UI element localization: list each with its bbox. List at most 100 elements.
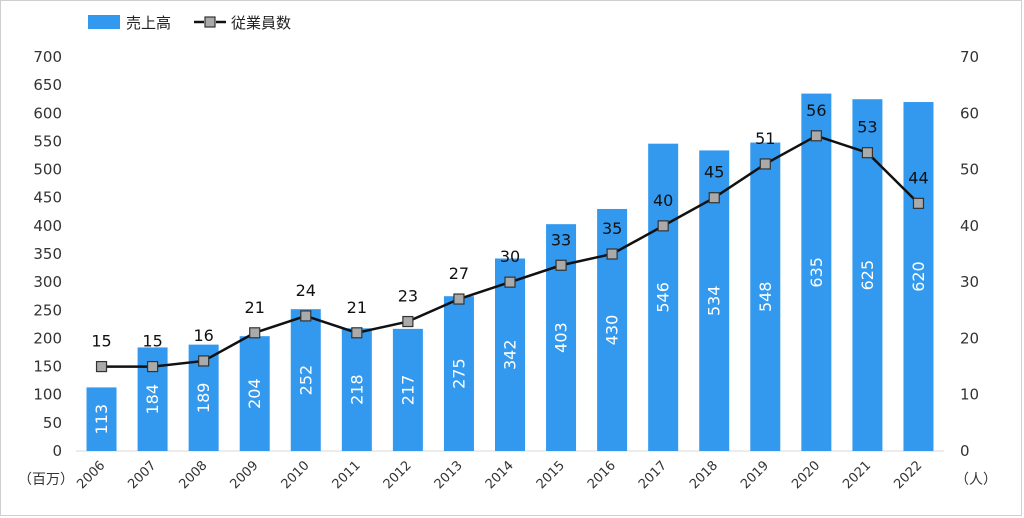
sales-bar-value: 189 [194, 383, 213, 414]
sales-bar-value: 252 [296, 365, 315, 396]
sales-bar [495, 258, 525, 451]
sales-bar-value: 548 [756, 282, 775, 313]
employee-value-label: 15 [142, 332, 162, 351]
x-axis-tick: 2016 [585, 458, 619, 492]
employee-value-label: 23 [398, 287, 418, 306]
left-axis-tick: 100 [33, 386, 62, 404]
left-axis-tick: 600 [33, 104, 62, 122]
left-axis-tick: 550 [33, 132, 62, 150]
legend-line-label: 従業員数 [231, 14, 291, 32]
employee-value-label: 44 [908, 168, 928, 187]
left-axis-tick: 500 [33, 161, 62, 179]
employee-value-label: 24 [296, 281, 316, 300]
left-axis-tick: 250 [33, 301, 62, 319]
sales-bar-value: 204 [245, 378, 264, 409]
x-axis-tick: 2017 [636, 458, 670, 492]
sales-bar-value: 430 [603, 315, 622, 346]
sales-bar-value: 275 [449, 358, 468, 389]
employee-value-label: 30 [500, 247, 520, 266]
x-axis-tick: 2014 [483, 458, 517, 492]
x-axis-tick: 2008 [176, 458, 210, 492]
left-axis-tick: 350 [33, 245, 62, 263]
sales-bar [903, 102, 934, 452]
employee-value-label: 51 [755, 129, 775, 148]
employee-marker [657, 220, 669, 232]
employee-marker [402, 315, 414, 328]
left-axis-tick: 0 [52, 442, 62, 460]
employee-marker [300, 310, 312, 322]
legend: 売上高 従業員数 [88, 14, 291, 32]
employee-marker [861, 147, 874, 159]
legend-bar-swatch [88, 15, 120, 29]
x-axis-tick: 2013 [432, 458, 466, 492]
employee-value-label: 33 [551, 230, 571, 249]
employee-marker [708, 192, 720, 204]
sales-bar-value: 620 [909, 261, 928, 292]
right-axis-tick: 10 [960, 386, 979, 404]
employee-value-label: 53 [857, 118, 877, 137]
employee-marker [912, 197, 925, 209]
employee-value-label: 21 [245, 298, 265, 317]
left-axis-tick: 650 [33, 76, 62, 94]
employee-marker [810, 130, 822, 142]
sales-bar-value: 534 [705, 285, 724, 316]
left-axis-tick: 50 [43, 414, 62, 432]
sales-bar-value: 546 [654, 282, 673, 313]
sales-bar [239, 336, 270, 451]
employee-marker [351, 327, 363, 339]
employee-marker [453, 293, 465, 305]
right-axis-tick: 0 [960, 442, 970, 460]
sales-bar-value: 403 [552, 322, 571, 353]
sales-bar [86, 387, 117, 451]
employee-marker [95, 360, 108, 373]
axes: 0501001502002503003504004505005506006507… [33, 48, 979, 492]
x-axis-tick: 2020 [789, 458, 823, 492]
right-axis-tick: 20 [960, 329, 979, 347]
x-axis-tick: 2006 [74, 458, 108, 492]
x-axis-tick: 2015 [534, 458, 568, 492]
x-axis-tick: 2022 [891, 458, 925, 492]
x-axis-tick: 2021 [840, 458, 874, 492]
left-axis-tick: 400 [33, 217, 62, 235]
right-axis-unit: （人） [955, 472, 997, 488]
left-axis-tick: 200 [33, 329, 62, 347]
x-axis-tick: 2009 [228, 458, 262, 492]
left-axis-tick: 150 [33, 358, 62, 376]
employee-marker [606, 248, 618, 260]
left-axis-tick: 700 [33, 48, 62, 66]
employee-value-label: 35 [602, 219, 622, 238]
right-axis-tick: 40 [960, 217, 979, 235]
sales-bar [750, 142, 781, 451]
employee-value-label: 27 [449, 264, 469, 283]
sales-bar-value: 184 [143, 384, 162, 415]
x-axis-tick: 2007 [125, 458, 159, 492]
sales-bar [443, 296, 474, 451]
sales-bar-value: 625 [858, 260, 877, 291]
employee-value-label: 40 [653, 191, 673, 210]
x-axis-tick: 2011 [330, 458, 364, 492]
left-axis-unit: （百万） [18, 472, 74, 488]
x-axis-tick: 2010 [279, 458, 313, 492]
legend-line-marker [204, 16, 216, 28]
employee-marker [555, 259, 567, 271]
employee-marker [198, 355, 210, 367]
sales-bar-value: 635 [807, 257, 826, 288]
legend-bar-label: 売上高 [126, 14, 171, 32]
sales-bar-value: 342 [501, 339, 520, 370]
left-axis-tick: 300 [33, 273, 62, 291]
sales-bar [290, 309, 321, 451]
sales-bar [801, 93, 832, 451]
sales-bar [648, 143, 679, 451]
left-axis-tick: 450 [33, 189, 62, 207]
sales-bar-value: 217 [398, 375, 417, 406]
sales-bar-value: 218 [347, 374, 366, 405]
employee-marker [249, 327, 261, 339]
employee-marker [146, 360, 159, 373]
employee-value-label: 21 [347, 298, 367, 317]
employee-value-label: 45 [704, 163, 724, 182]
right-axis-tick: 30 [960, 273, 979, 291]
x-axis-tick: 2012 [381, 458, 415, 492]
